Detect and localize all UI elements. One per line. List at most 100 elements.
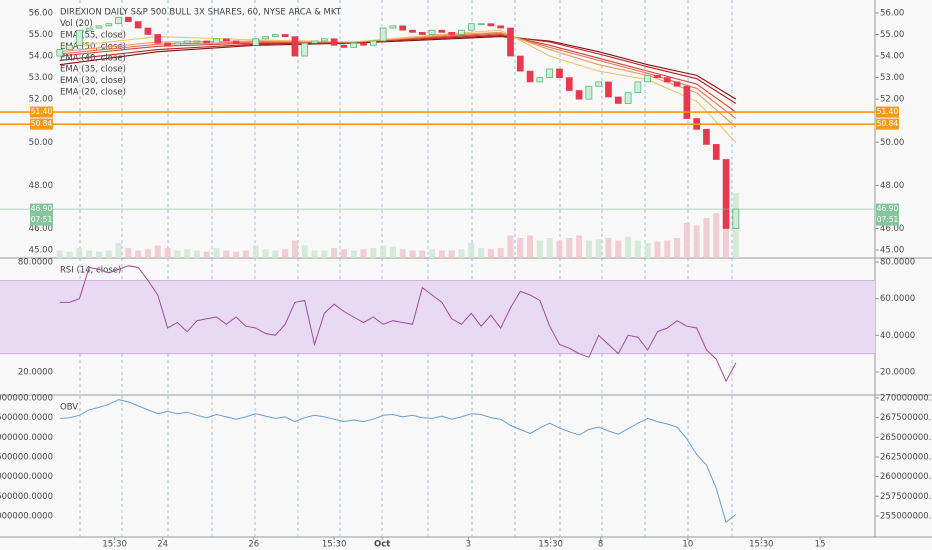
y-tick-label: 56.00 [29,8,53,18]
candle [242,42,250,46]
volume-bar [389,246,396,258]
price-level-label: 50.84 [31,119,53,128]
candle [369,40,377,46]
legend-entry: EMA (55, close) [60,31,126,41]
candle [526,70,534,83]
volume-bar [331,248,338,258]
volume-bar [664,240,671,258]
price-level-box [876,106,899,118]
candle [252,38,260,46]
x-tick-label: 26 [248,540,259,550]
candle [125,16,132,22]
legend-entry: Vol (20) [60,19,93,29]
y-tick-label: 46.00 [29,224,53,234]
volume-bar [625,236,632,258]
y-tick-label: 80.0000 [880,258,915,268]
y-tick-label: 55.00 [29,30,53,40]
volume-bar [174,250,181,258]
volume-bar [674,238,681,258]
candle [634,81,642,94]
volume-bar [105,250,112,258]
y-tick-label: 260000000.0000 [0,472,53,482]
candle [281,34,289,37]
price-level-label: 50.84 [877,119,899,128]
volume-bar [713,213,720,258]
volume-bar [576,235,583,258]
price-level-box [876,118,899,130]
y-tick-label: 270000000.0000 [880,393,932,403]
candle [595,81,603,87]
volume-bar [321,250,328,258]
candle [350,42,358,48]
y-tick-label: 265000000.0000 [880,433,932,443]
candle [301,42,309,57]
y-tick-label: 265000000.0000 [0,433,53,443]
y-tick-label: 52.00 [29,95,53,105]
candle [262,36,269,40]
candle [438,29,446,33]
volume-bar [262,249,269,258]
candle [174,42,181,46]
y-tick-label: 52.00 [880,95,904,105]
candle [203,40,211,44]
candle [330,38,338,46]
legend-entry: EMA (35, close) [60,65,126,75]
candle [360,42,367,46]
candle [66,44,73,50]
candle [703,128,710,145]
volume-bar [282,249,289,258]
y-tick-label: 80.0000 [18,258,53,268]
candle [183,40,191,44]
ema-line [59,35,737,104]
volume-bar [546,238,553,258]
candle [556,68,563,78]
ema-line [59,36,737,100]
y-tick-label: 40.0000 [880,331,915,341]
y-tick-label: 262500000.0000 [880,452,932,462]
volume-bar [585,240,592,258]
candle [389,25,397,29]
y-tick-label: 270000000.0000 [0,393,53,403]
volume-bar [536,240,543,258]
candle [565,77,573,91]
candle [507,27,514,57]
candle [605,81,612,98]
obv-line [59,399,737,524]
candle [222,38,230,42]
y-tick-label: 50.00 [29,138,53,148]
volume-bar [340,249,347,258]
candle [575,90,583,100]
candle [320,38,328,42]
candle [516,55,524,72]
candle [536,77,544,83]
price-level-box [30,118,53,130]
price-level-label: 51.40 [31,107,53,116]
candle [487,23,495,27]
volume-bar [311,250,318,258]
x-tick-label: 15 [815,540,826,550]
candle [85,27,93,31]
candle [379,27,387,42]
x-tick-label: 24 [157,540,168,550]
volume-bar [517,238,524,258]
candle [409,29,416,33]
x-tick-label: 15:30 [538,540,563,550]
volume-bar [360,249,367,258]
price-level-box [876,203,899,215]
volume-bar [252,245,259,258]
volume-bar [115,243,122,258]
price-level-time: 07:51 [877,215,899,224]
candle [428,29,436,35]
y-tick-label: 267500000.0000 [0,413,53,423]
volume-bar [272,250,279,258]
candle [624,92,632,104]
volume-bar [654,241,661,258]
volume-bar [66,251,73,258]
y-tick-label: 20.0000 [18,367,53,377]
volume-bar [507,235,514,258]
x-tick-label: 10 [682,540,693,550]
ema-line [59,33,737,113]
candle [271,34,279,37]
